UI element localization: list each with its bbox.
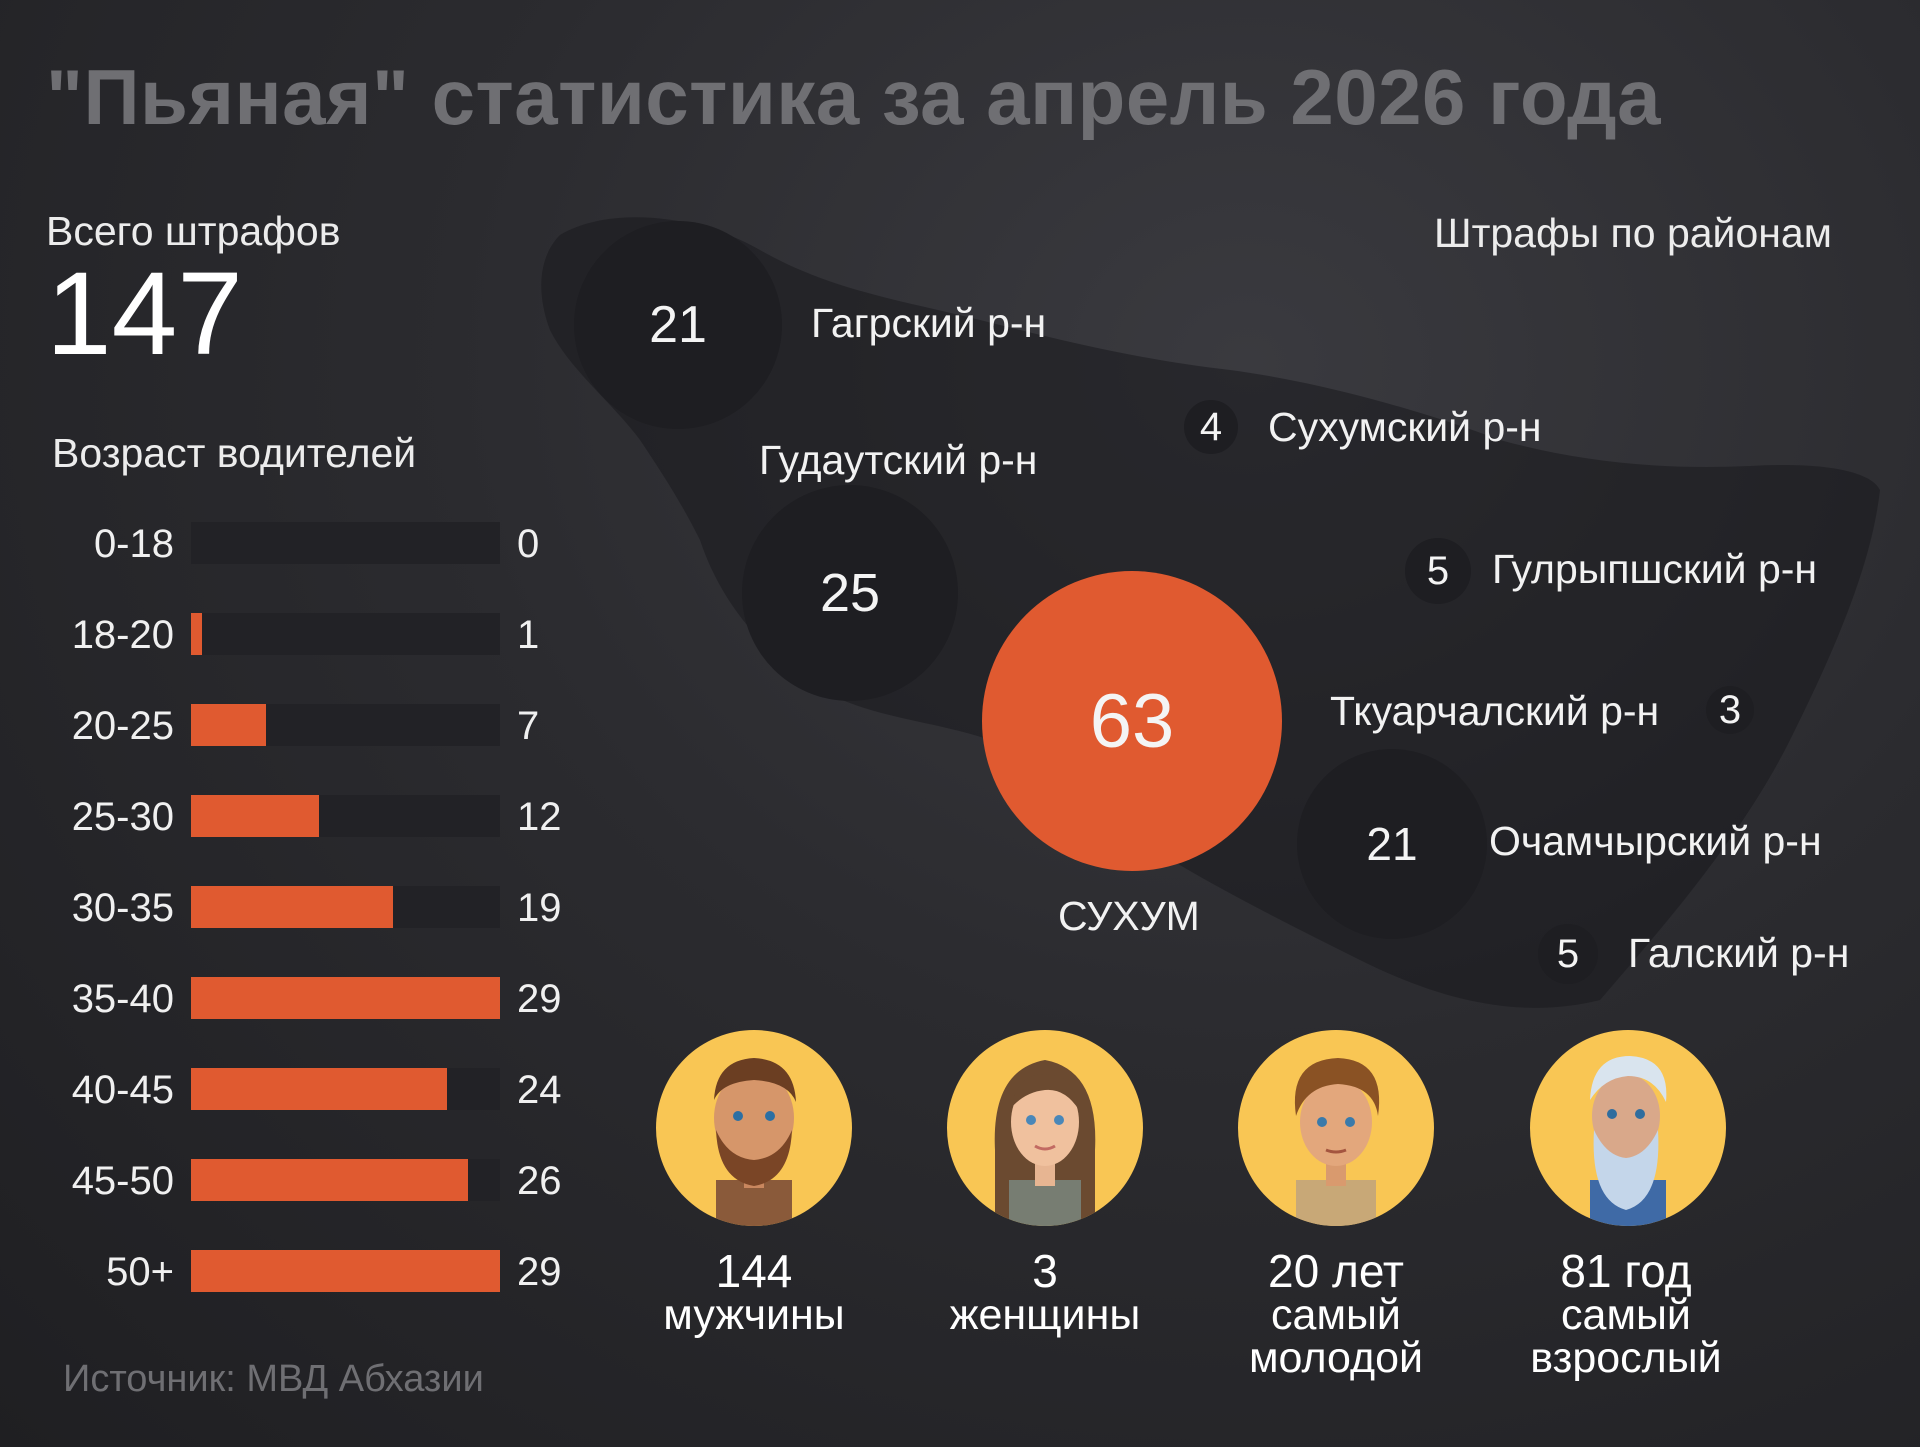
bubble-gulrypsh: 5 <box>1405 538 1471 604</box>
age-category-label: 50+ <box>106 1250 174 1294</box>
bubble-value: 5 <box>1556 931 1580 976</box>
age-bar-row: 40-45 24 <box>0 1066 600 1112</box>
age-category-label: 30-35 <box>71 886 174 930</box>
age-value-label: 7 <box>517 704 540 748</box>
age-bar <box>191 886 394 928</box>
age-chart-title: Возраст водителей <box>52 430 417 476</box>
district-label-gal: Галский р-н <box>1628 930 1850 976</box>
age-bar-track <box>191 1250 500 1292</box>
age-category-label: 18-20 <box>71 613 174 657</box>
age-bar <box>191 977 500 1019</box>
age-bar <box>191 795 319 837</box>
age-value-label: 0 <box>517 522 540 566</box>
stat-women: 3 женщины <box>915 1248 1175 1337</box>
page-title: "Пьяная" статистика за апрель 2026 года <box>46 53 1662 141</box>
age-bar-track <box>191 886 500 928</box>
age-bar-track <box>191 522 500 564</box>
bubble-value: 21 <box>1366 818 1418 870</box>
bubble-value: 21 <box>649 296 707 354</box>
age-value-label: 29 <box>517 1250 562 1294</box>
district-label-gulrypsh: Гулрыпшский р-н <box>1492 546 1818 592</box>
man-avatar-icon <box>656 1030 852 1226</box>
district-label-gudauta: Гудаутский р-н <box>759 437 1038 483</box>
age-bar-chart: 0-18 0 18-20 1 20-25 7 25-30 12 30-35 19 35-40 29 40… <box>0 500 600 1300</box>
age-value-label: 24 <box>517 1068 562 1112</box>
age-bar-row: 18-20 1 <box>0 611 600 657</box>
source-note: Источник: МВД Абхазии <box>63 1358 484 1400</box>
age-bar-row: 20-25 7 <box>0 702 600 748</box>
age-value-label: 26 <box>517 1159 562 1203</box>
bubble-tkuarchal: 3 <box>1706 686 1754 734</box>
age-value-label: 29 <box>517 977 562 1021</box>
district-label-sukhum-district: Сухумский р-н <box>1268 404 1542 450</box>
age-bar <box>191 613 202 655</box>
age-bar-row: 35-40 29 <box>0 975 600 1021</box>
stat-youngest: 20 лет самый молодой <box>1206 1248 1466 1380</box>
bubble-gudauta: 25 <box>742 485 958 701</box>
age-bar <box>191 704 266 746</box>
age-category-label: 35-40 <box>71 977 174 1021</box>
stat-label: женщины <box>949 1291 1141 1339</box>
stat-value: 20 лет <box>1268 1245 1404 1297</box>
stat-label: самый взрослый <box>1530 1291 1722 1382</box>
stat-men: 144 мужчины <box>624 1248 884 1337</box>
woman-avatar-icon <box>947 1030 1143 1226</box>
stat-label: самый молодой <box>1248 1291 1424 1382</box>
age-bar <box>191 1159 469 1201</box>
age-bar-track <box>191 704 500 746</box>
stat-value: 3 <box>1032 1245 1058 1297</box>
age-category-label: 40-45 <box>71 1068 174 1112</box>
age-bar-row: 45-50 26 <box>0 1157 600 1203</box>
age-bar-track <box>191 1159 500 1201</box>
age-bar-row: 50+ 29 <box>0 1248 600 1294</box>
bubble-sukhum-district: 4 <box>1184 400 1238 454</box>
total-fines-value: 147 <box>46 248 243 380</box>
bubble-gal: 5 <box>1538 924 1598 984</box>
age-value-label: 1 <box>517 613 540 657</box>
district-label-gagra: Гагрский р-н <box>811 300 1047 346</box>
age-bar-track <box>191 1068 500 1110</box>
old-man-avatar-icon <box>1530 1030 1726 1226</box>
age-category-label: 45-50 <box>71 1159 174 1203</box>
bubble-value: 3 <box>1718 687 1742 732</box>
age-bar-track <box>191 977 500 1019</box>
stat-label: мужчины <box>663 1291 845 1339</box>
age-bar-row: 25-30 12 <box>0 793 600 839</box>
age-value-label: 19 <box>517 886 562 930</box>
total-fines-label: Всего штрафов <box>46 208 341 254</box>
age-bar <box>191 1250 500 1292</box>
age-bar-track <box>191 613 500 655</box>
stat-value: 144 <box>715 1245 793 1297</box>
bubble-sukhum-city: 63 <box>982 571 1282 871</box>
age-bar-row: 0-18 0 <box>0 520 600 566</box>
age-bar-track <box>191 795 500 837</box>
districts-title: Штрафы по районам <box>1434 210 1832 256</box>
district-label-tkuarchal: Ткуарчалский р-н <box>1330 688 1660 734</box>
age-bar-row: 30-35 19 <box>0 884 600 930</box>
bubble-value: 25 <box>819 563 881 623</box>
bubble-ochamchyra: 21 <box>1297 749 1487 939</box>
age-category-label: 20-25 <box>71 704 174 748</box>
bubble-value: 4 <box>1199 404 1223 449</box>
age-category-label: 25-30 <box>71 795 174 839</box>
bubble-value: 63 <box>1089 678 1175 764</box>
district-label-sukhum-city: СУХУМ <box>1058 893 1200 939</box>
stat-value: 81 год <box>1560 1245 1692 1297</box>
young-man-avatar-icon <box>1238 1030 1434 1226</box>
age-bar <box>191 1068 447 1110</box>
age-value-label: 12 <box>517 795 562 839</box>
age-category-label: 0-18 <box>93 522 174 566</box>
stat-oldest: 81 год самый взрослый <box>1496 1248 1756 1380</box>
bubble-gagra: 21 <box>574 221 782 429</box>
bubble-value: 5 <box>1426 548 1450 593</box>
district-label-ochamchyra: Очамчырский р-н <box>1489 818 1822 864</box>
